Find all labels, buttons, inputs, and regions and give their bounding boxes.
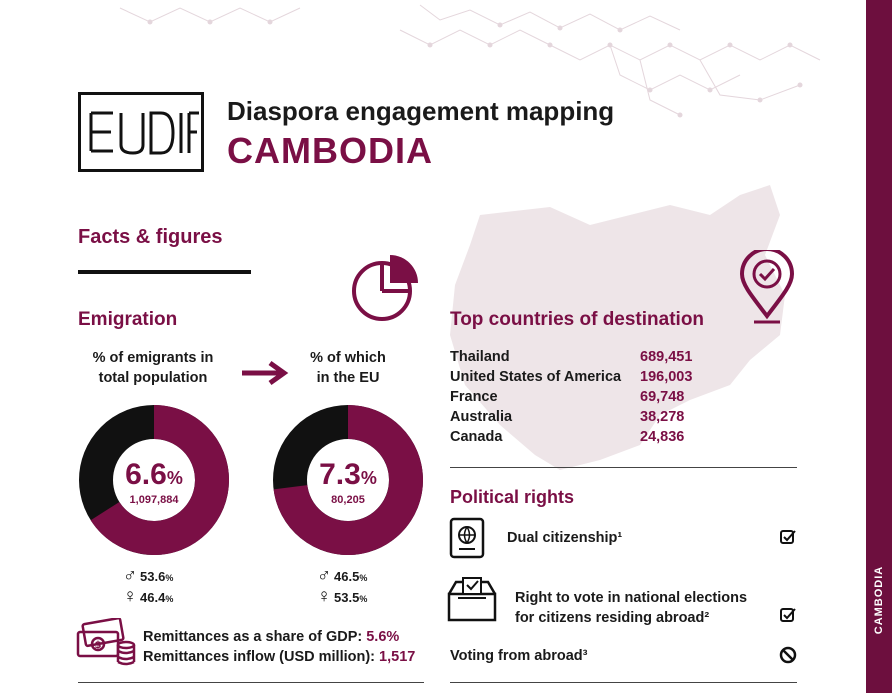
destinations-title: Top countries of destination xyxy=(450,309,705,330)
total-male: ♂ 53.6% xyxy=(120,565,173,587)
country-map xyxy=(450,185,785,470)
total-label-line2: total population xyxy=(98,370,208,386)
total-percent-value: 6.6 xyxy=(125,458,167,491)
remittances-inflow-value: 1,517 xyxy=(379,649,416,665)
divider xyxy=(450,682,797,683)
eu-female-value: 53.5 xyxy=(334,590,360,605)
logo-mark xyxy=(89,111,199,155)
banknote-coins-icon: $ xyxy=(76,618,136,666)
remittances-gdp-label: Remittances as a share of GDP: xyxy=(143,629,363,645)
destination-value: 196,003 xyxy=(640,369,693,385)
sidebar: CAMBODIA xyxy=(866,0,892,693)
political-title: Political rights xyxy=(450,487,575,507)
eu-female: ♀ 53.5% xyxy=(314,586,367,608)
female-icon: ♀ xyxy=(316,586,332,607)
eu-percent: 7.3% xyxy=(272,458,424,492)
total-percent: 6.6% xyxy=(78,458,230,492)
passport-icon xyxy=(449,517,485,559)
donut-segment xyxy=(273,405,423,555)
destination-country: Australia xyxy=(450,409,513,425)
table-row: France 69,748 xyxy=(450,389,710,409)
eu-male-value: 46.5 xyxy=(334,569,360,584)
eu-label: % of which in the EU xyxy=(268,348,428,388)
network-pattern xyxy=(119,4,821,118)
female-icon: ♀ xyxy=(122,586,138,607)
total-male-value: 53.6 xyxy=(140,569,166,584)
arrow-right-icon xyxy=(242,360,289,386)
facts-underline xyxy=(78,270,251,274)
destination-country: United States of America xyxy=(450,369,622,385)
destination-country: Canada xyxy=(450,429,503,445)
male-icon: ♂ xyxy=(122,565,138,586)
donut-chart-total xyxy=(79,405,229,555)
donut-segment xyxy=(90,405,229,555)
destination-country: France xyxy=(450,389,498,405)
checkbox-checked-icon xyxy=(780,530,796,544)
remittances-inflow: Remittances inflow (USD million): 1,517 xyxy=(143,647,415,667)
remittances-gdp-value: 5.6% xyxy=(366,629,400,645)
eu-percent-value: 7.3 xyxy=(319,458,361,491)
remittances-gdp: Remittances as a share of GDP: 5.6% xyxy=(143,627,399,647)
eu-count: 80,205 xyxy=(331,494,365,506)
total-count: 1,097,884 xyxy=(129,494,179,506)
male-icon: ♂ xyxy=(316,565,332,586)
table-row: Thailand 689,451 xyxy=(450,349,710,369)
total-percent-unit: % xyxy=(166,468,183,488)
total-label: % of emigrants in total population xyxy=(70,348,236,388)
map-pin-check-icon xyxy=(739,250,795,324)
total-label-line1: % of emigrants in xyxy=(92,350,214,366)
logo xyxy=(78,92,204,172)
total-female-value: 46.4 xyxy=(140,590,166,605)
eu-male: ♂ 46.5% xyxy=(314,565,367,587)
eu-label-line1: % of which xyxy=(310,350,386,366)
table-row: Canada 24,836 xyxy=(450,429,710,449)
prohibited-icon xyxy=(779,646,797,664)
page-subtitle: Diaspora engagement mapping xyxy=(227,96,615,126)
divider xyxy=(78,682,424,683)
vote-rights-line1: Right to vote in national elections xyxy=(515,590,748,606)
donut-chart-eu xyxy=(273,405,423,555)
vote-rights-label: Right to vote in national elections for … xyxy=(515,588,747,628)
table-row: United States of America 196,003 xyxy=(450,369,710,389)
page-title: CAMBODIA xyxy=(227,130,433,171)
voting-abroad-label: Voting from abroad³ xyxy=(450,648,588,664)
facts-title: Facts & figures xyxy=(78,226,223,248)
destination-value: 24,836 xyxy=(640,429,685,445)
destination-value: 689,451 xyxy=(640,349,693,365)
sidebar-label: CAMBODIA xyxy=(873,565,885,635)
emigration-title: Emigration xyxy=(78,309,178,330)
total-female: ♀ 46.4% xyxy=(120,586,173,608)
destination-country: Thailand xyxy=(450,349,510,365)
eu-percent-unit: % xyxy=(360,468,377,488)
vote-rights-line2: for citizens residing abroad² xyxy=(515,610,710,626)
destination-value: 38,278 xyxy=(640,409,685,425)
ballot-box-icon xyxy=(447,577,497,622)
destination-value: 69,748 xyxy=(640,389,685,405)
remittances-inflow-label: Remittances inflow (USD million): xyxy=(143,649,376,665)
svg-text:$: $ xyxy=(95,640,102,651)
divider xyxy=(450,467,797,468)
checkbox-checked-icon xyxy=(780,608,796,622)
dual-citizenship-label: Dual citizenship¹ xyxy=(507,530,623,546)
eu-label-line2: in the EU xyxy=(316,370,380,386)
table-row: Australia 38,278 xyxy=(450,409,710,429)
pie-chart-icon xyxy=(352,255,418,321)
